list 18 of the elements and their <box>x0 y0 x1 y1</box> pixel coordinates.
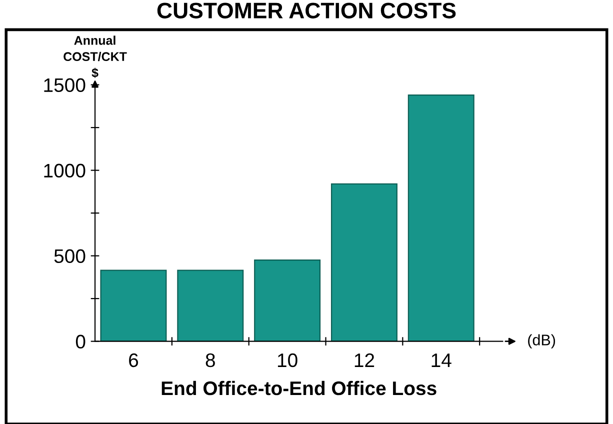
y-tick-label: 500 <box>54 249 86 264</box>
y-tick-label: 1000 <box>44 164 86 178</box>
y-tick-label: 1500 <box>44 78 86 92</box>
chart-title: CUSTOMER ACTION COSTS <box>157 2 456 18</box>
bar <box>254 260 321 342</box>
bar <box>100 270 167 342</box>
x-tick-label: 8 <box>206 353 215 368</box>
text: (dB) <box>528 334 556 348</box>
x-axis-title: End Office-to-End Office Loss <box>162 380 436 396</box>
y-axis-title: Annual COST/CKT $ <box>64 36 127 78</box>
x-tick-label: 12 <box>354 353 374 367</box>
bar <box>330 183 398 342</box>
y-tick-label: 0 <box>76 334 86 349</box>
bar <box>177 270 244 342</box>
bar <box>408 94 474 342</box>
x-tick-label: 10 <box>278 353 298 368</box>
x-tick-label: 14 <box>432 354 452 367</box>
x-tick-label: 6 <box>129 353 138 368</box>
